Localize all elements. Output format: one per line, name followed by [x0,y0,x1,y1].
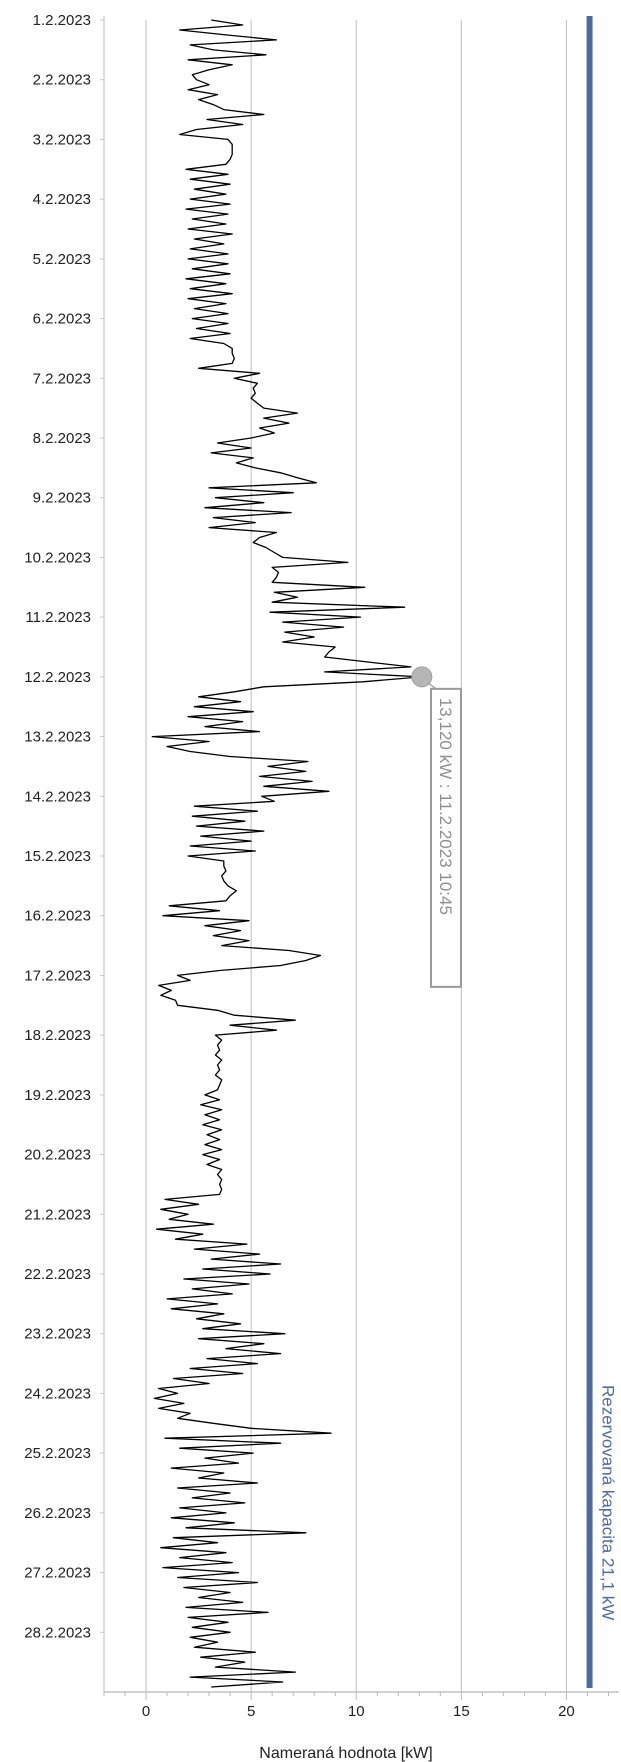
date-label: 2.2.2023 [33,72,91,89]
capacity-limit: Rezervovaná kapacita 21,1 kW [586,16,618,1688]
date-label: 15.2.2023 [24,848,91,865]
series-layer [151,19,423,1688]
date-label: 12.2.2023 [24,669,91,686]
date-label: 6.2.2023 [33,311,91,328]
peak-marker [411,666,433,688]
x-tick-label: 10 [348,1703,365,1720]
x-tick-label: 0 [142,1703,150,1720]
date-label: 1.2.2023 [33,12,91,29]
date-label: 25.2.2023 [24,1445,91,1462]
date-label: 21.2.2023 [24,1206,91,1223]
date-label: 7.2.2023 [33,370,91,387]
x-tick-label: 20 [558,1703,575,1720]
date-label: 24.2.2023 [24,1385,91,1402]
date-label: 5.2.2023 [33,251,91,268]
x-tick-label: 15 [453,1703,470,1720]
date-labels: 1.2.2023 2.2.2023 3.2.2023 4.2.2023 5.2.2023… [24,12,104,1641]
date-label: 19.2.2023 [24,1087,91,1104]
power-series-line [151,19,423,1688]
peak-tooltip[interactable]: 13,120 kW : 11.2.2023 10:45 [411,666,462,988]
x-axis-title: Nameraná hodnota [kW] [259,1745,432,1762]
date-label: 3.2.2023 [33,131,91,148]
date-label: 26.2.2023 [24,1505,91,1522]
date-label: 14.2.2023 [24,788,91,805]
date-label: 18.2.2023 [24,1027,91,1044]
date-label: 20.2.2023 [24,1147,91,1164]
date-label: 17.2.2023 [24,967,91,984]
x-tick-label: 5 [247,1703,255,1720]
date-label: 27.2.2023 [24,1565,91,1582]
date-label: 8.2.2023 [33,430,91,447]
peak-tooltip-text: 13,120 kW : 11.2.2023 10:45 [436,698,455,915]
axis-layer: 0 5 10 15 20 [103,1691,619,1720]
date-label: 10.2.2023 [24,549,91,566]
date-label: 9.2.2023 [33,490,91,507]
peak-tooltip-box [430,687,462,988]
date-label: 23.2.2023 [24,1326,91,1343]
date-label: 28.2.2023 [24,1624,91,1641]
date-label: 13.2.2023 [24,729,91,746]
date-label: 4.2.2023 [33,191,91,208]
date-label: 22.2.2023 [24,1266,91,1283]
capacity-limit-label: Rezervovaná kapacita 21,1 kW [599,1385,618,1620]
date-label: 16.2.2023 [24,908,91,925]
date-label: 11.2.2023 [25,609,91,626]
grid-layer [103,16,568,1692]
